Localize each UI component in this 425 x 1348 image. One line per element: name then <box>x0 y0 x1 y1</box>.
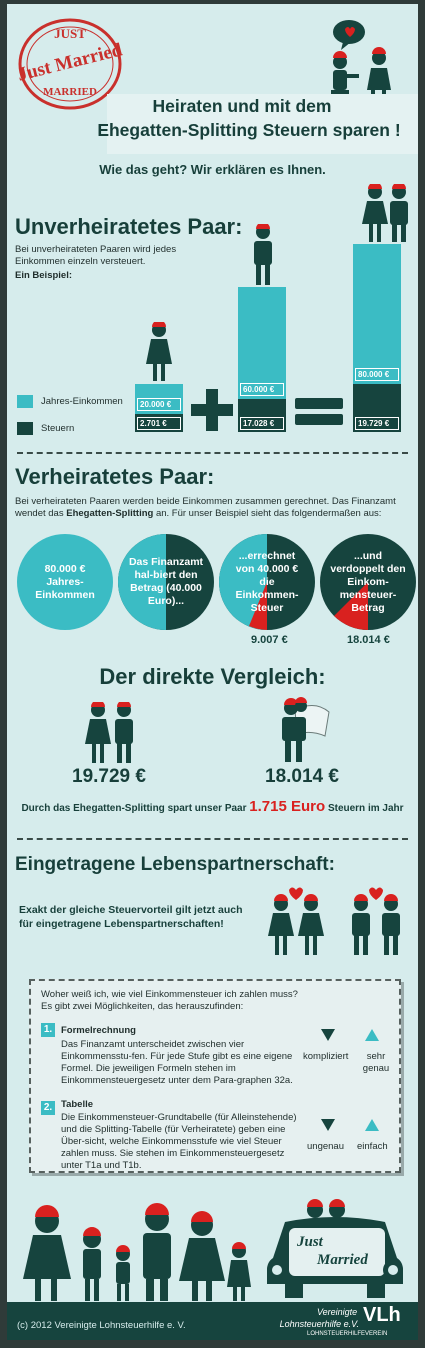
income-bar: 60.000 € <box>238 287 286 399</box>
doubling-circle-text: ...und verdoppelt den Einkom-mensteuer-B… <box>330 549 406 614</box>
tax-bar: 2.701 € <box>135 414 183 432</box>
tax-info-box: Woher weiß ich, wie viel Einkommensteuer… <box>29 979 401 1173</box>
partnership-heading: Eingetragene Lebenspartnerschaft: <box>15 854 335 875</box>
item2-title: Tabelle <box>61 1099 94 1110</box>
equals-sign-top <box>295 398 343 409</box>
triangle-up-icon <box>365 1119 379 1131</box>
couple-figure-icon <box>362 184 408 242</box>
item1-text: Das Finanzamt unterscheidet zwischen vie… <box>61 1039 293 1086</box>
legend-income-swatch <box>17 395 33 408</box>
tax-bar: 17.028 € <box>238 399 286 432</box>
triangle-down-icon <box>321 1029 335 1041</box>
vlh-logo-line1: Vereinigte <box>317 1307 358 1317</box>
section-divider <box>17 838 408 840</box>
tax-value-half: 9.007 € <box>251 634 288 646</box>
infographic-page: JUST Just Married MARRIED Heiraten und m… <box>7 4 418 1340</box>
tax-calc-circle-text: ...errechnet von 40.000 € die Einkommen-… <box>235 549 299 614</box>
male-couple-icon <box>352 887 400 955</box>
partnership-text-line1: Exakt der gleiche Steuervorteil gilt jet… <box>19 904 243 916</box>
halving-circle: Das Finanzamt hal-biert den Betrag (40.0… <box>118 534 214 630</box>
legend-tax-swatch <box>17 422 33 435</box>
income-bar-label: 60.000 € <box>240 383 284 396</box>
unmarried-couple-icon <box>85 702 133 763</box>
page-title-line1: Heiraten und mit dem <box>152 96 332 116</box>
tax-bar-label: 2.701 € <box>137 417 181 430</box>
footer-bar <box>7 1302 418 1340</box>
car-sign-line2: Married <box>317 1252 368 1268</box>
just-married-stamp: JUST Just Married MARRIED <box>15 14 125 114</box>
married-tax-total: 18.014 € <box>265 766 339 787</box>
item2-down-label: ungenau <box>307 1141 344 1152</box>
plus-sign-vertical <box>206 389 218 431</box>
tax-value-doubled: 18.014 € <box>347 634 390 646</box>
unmarried-intro: Bei unverheirateten Paaren wird jedes Ei… <box>15 244 177 267</box>
tax-bar: 19.729 € <box>353 384 401 432</box>
title-banner <box>107 94 418 154</box>
wedding-car-illustration <box>267 1199 403 1298</box>
unmarried-tax-total: 19.729 € <box>72 766 146 787</box>
female-couple-icon <box>268 887 324 955</box>
man-figure-icon <box>254 224 272 285</box>
income-circle-text: 80.000 € Jahres-Einkommen <box>35 562 95 601</box>
tax-bar-label: 19.729 € <box>355 417 399 430</box>
woman-figure-icon <box>146 322 172 381</box>
example-label: Ein Beispiel: <box>15 270 73 281</box>
income-bar-label: 80.000 € <box>355 368 399 381</box>
halving-circle-text: Das Finanzamt hal-biert den Betrag (40.0… <box>128 556 204 607</box>
item1-number-badge: 1. <box>41 1023 55 1037</box>
item1-up-label: sehr genau <box>362 1051 390 1074</box>
savings-amount: 1.715 Euro <box>249 798 326 815</box>
item1-title: Formelrechnung <box>61 1025 136 1036</box>
income-bar-label: 20.000 € <box>137 398 181 411</box>
item2-up-label: einfach <box>357 1141 388 1152</box>
info-question: Woher weiß ich, wie viel Einkommensteuer… <box>41 989 298 1000</box>
vlh-logo-subtitle: LOHNSTEUERHILFEVEREIN <box>307 1331 388 1337</box>
family-silhouette-illustration <box>23 1203 251 1301</box>
page-title-line2: Ehegatten-Splitting Steuern sparen ! <box>97 120 401 140</box>
equals-sign-bottom <box>295 414 343 425</box>
partnership-text-line2: für eingetragene Lebenspartnerschaften! <box>19 918 224 930</box>
comparison-heading: Der direkte Vergleich: <box>99 664 326 689</box>
doubling-circle: ...und verdoppelt den Einkom-mensteuer-B… <box>320 534 416 630</box>
legend-income-label: Jahres-Einkommen <box>41 396 123 407</box>
item2-text: Die Einkommensteuer-Grundtabelle (für Al… <box>61 1112 297 1171</box>
income-bar: 20.000 € <box>135 384 183 414</box>
tax-calc-circle: ...errechnet von 40.000 € die Einkommen-… <box>219 534 315 630</box>
married-intro: Bei verheirateten Paaren werden beide Ei… <box>15 496 396 519</box>
income-circle: 80.000 € Jahres-Einkommen <box>17 534 113 630</box>
triangle-up-icon <box>365 1029 379 1041</box>
married-couple-icon <box>282 697 330 762</box>
stamp-top-text: JUST <box>54 26 86 41</box>
car-sign-line1: Just <box>297 1234 323 1250</box>
savings-summary: Durch das Ehegatten-Splitting spart unse… <box>21 798 404 815</box>
section-heading-unmarried: Unverheiratetes Paar: <box>15 214 243 239</box>
vlh-logo-mark: VLh <box>363 1304 401 1326</box>
item1-down-label: kompliziert <box>303 1051 349 1062</box>
item2-number-badge: 2. <box>41 1101 55 1115</box>
stamp-bottom-text: MARRIED <box>43 86 97 98</box>
tax-bar-label: 17.028 € <box>240 417 284 430</box>
section-divider <box>17 452 408 454</box>
page-subtitle: Wie das geht? Wir erklären es Ihnen. <box>99 162 326 177</box>
info-intro: Es gibt zwei Möglichkeiten, das herauszu… <box>41 1001 244 1012</box>
copyright-text: (c) 2012 Vereinigte Lohnsteuerhilfe e. V… <box>17 1320 186 1331</box>
section-heading-married: Verheiratetes Paar: <box>15 464 215 489</box>
vlh-logo-line2: Lohnsteuerhilfe e.V. <box>279 1319 359 1329</box>
income-bar: 80.000 € <box>353 244 401 384</box>
legend-tax-label: Steuern <box>41 423 75 434</box>
triangle-down-icon <box>321 1119 335 1131</box>
